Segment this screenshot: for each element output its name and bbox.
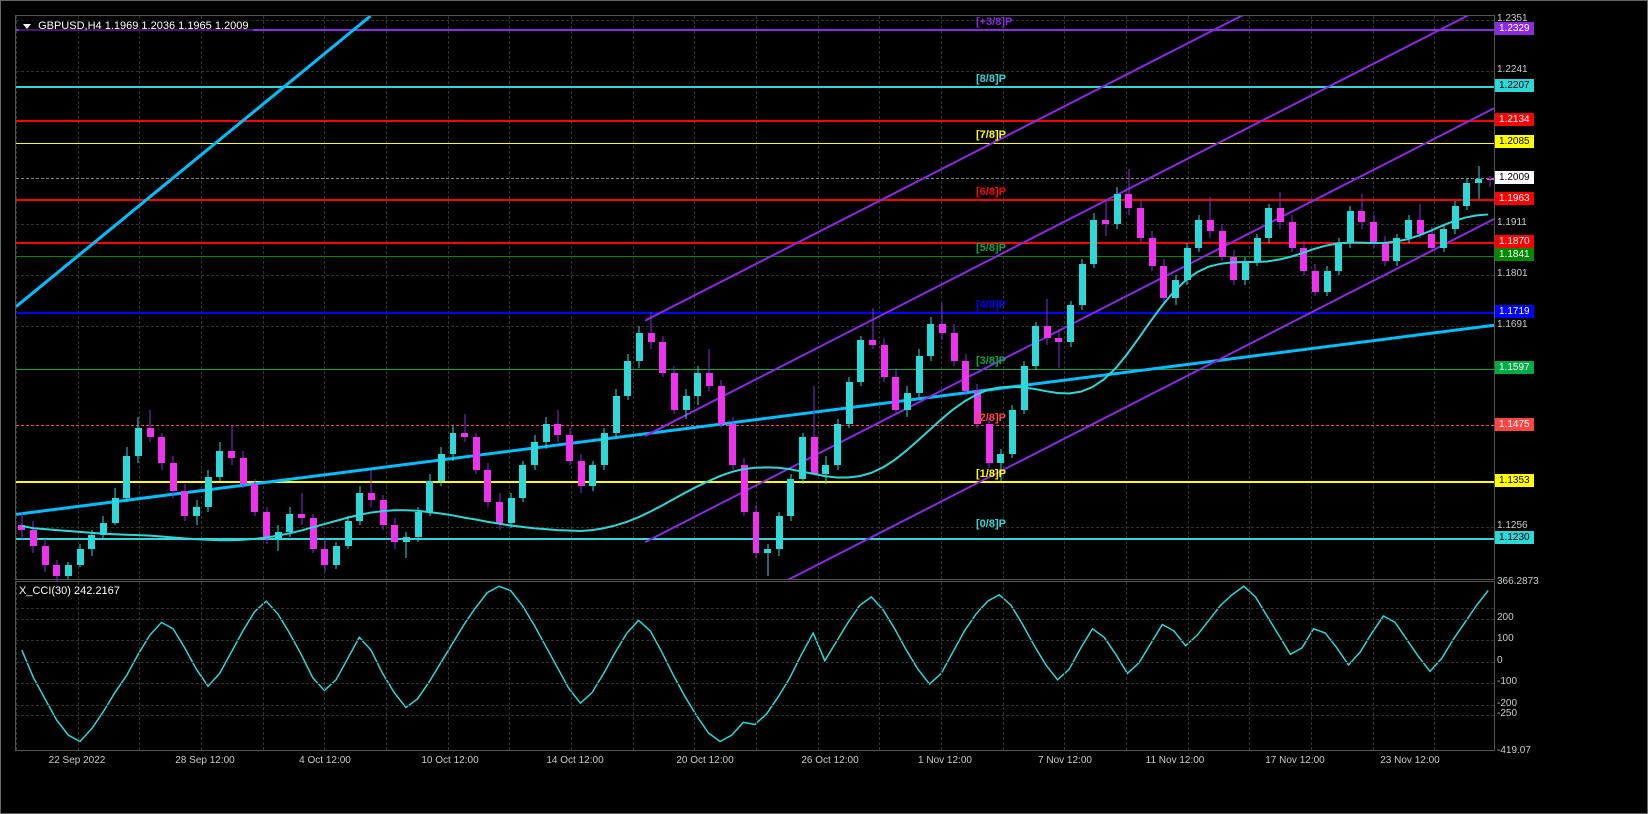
- price-tick: 1.1911: [1497, 217, 1527, 228]
- time-tick: 28 Sep 12:00: [175, 755, 235, 766]
- time-tick: 11 Nov 12:00: [1146, 755, 1205, 766]
- price-tick: 1.1256: [1497, 520, 1528, 531]
- indicator-value: 242.2167: [74, 585, 120, 597]
- time-tick: 17 Nov 12:00: [1265, 755, 1325, 766]
- time-axis: 22 Sep 2022 28 Sep 12:00 4 Oct 12:00 10 Oct…: [15, 751, 1495, 791]
- murrey-label: [2/8]P: [976, 412, 1006, 424]
- murrey-label: [7/8]P: [976, 129, 1006, 141]
- cci-tick: 366.2873: [1497, 576, 1539, 587]
- time-tick: 26 Oct 12:00: [801, 755, 858, 766]
- price-level-box: 1.1870: [1495, 235, 1534, 248]
- murrey-label: [+3/8]P: [976, 16, 1012, 28]
- murrey-label: [3/8]P: [976, 355, 1006, 367]
- chart-header[interactable]: GBPUSD,H4 1.1969 1.2036 1.1965 1.2009: [19, 19, 253, 33]
- ohlc-l: 1.1965: [178, 20, 212, 32]
- price-level-box: 1.1597: [1495, 361, 1534, 374]
- price-level-box: 1.1475: [1495, 418, 1534, 431]
- murrey-label: [4/8]P: [976, 299, 1006, 311]
- price-level-box: 1.1841: [1495, 248, 1534, 261]
- murrey-label: [1/8]P: [976, 468, 1006, 480]
- ohlc-h: 1.2036: [141, 20, 175, 32]
- indicator-name: X_CCI(30): [19, 585, 71, 597]
- cci-chart[interactable]: [15, 581, 1495, 751]
- murrey-label: [8/8]P: [976, 73, 1006, 85]
- price-tick: 1.1691: [1497, 319, 1528, 330]
- cci-tick: -419.07: [1497, 745, 1531, 756]
- dropdown-icon[interactable]: [23, 24, 31, 29]
- time-tick: 23 Nov 12:00: [1380, 755, 1440, 766]
- cci-tick: 0: [1497, 655, 1503, 666]
- price-level-box: 1.1230: [1495, 531, 1534, 544]
- cci-tick: 200: [1497, 612, 1514, 623]
- price-tick: 1.1801: [1497, 268, 1528, 279]
- cci-tick: -200: [1497, 698, 1517, 709]
- time-tick: 4 Oct 12:00: [299, 755, 351, 766]
- murrey-label: [5/8]P: [976, 242, 1006, 254]
- time-tick: 20 Oct 12:00: [676, 755, 733, 766]
- price-level-box: 1.1719: [1495, 305, 1534, 318]
- cci-tick: -100: [1497, 676, 1517, 687]
- time-tick: 22 Sep 2022: [49, 755, 106, 766]
- chart-window[interactable]: GBPUSD,H4 1.1969 1.2036 1.1965 1.2009 [+…: [0, 0, 1648, 814]
- symbol: GBPUSD,H4: [38, 20, 102, 32]
- price-level-box: 1.2085: [1495, 135, 1534, 148]
- price-axis: 1.23511.22411.19111.18011.16911.12561.23…: [1495, 15, 1565, 580]
- price-level-box: 1.1353: [1495, 474, 1534, 487]
- price-level-box: 1.2207: [1495, 79, 1534, 92]
- cci-tick: 100: [1497, 633, 1514, 644]
- time-tick: 1 Nov 12:00: [918, 755, 972, 766]
- price-level-box: 1.2009: [1495, 171, 1534, 184]
- time-tick: 7 Nov 12:00: [1038, 755, 1092, 766]
- time-tick: 14 Oct 12:00: [546, 755, 603, 766]
- murrey-label: [6/8]P: [976, 186, 1006, 198]
- price-level-box: 1.1963: [1495, 192, 1534, 205]
- ohlc-o: 1.1969: [105, 20, 139, 32]
- price-tick: 1.2241: [1497, 64, 1528, 75]
- murrey-label: [0/8]P: [976, 518, 1006, 530]
- ohlc-c: 1.2009: [215, 20, 249, 32]
- price-level-box: 1.2329: [1495, 22, 1534, 35]
- price-chart[interactable]: [+3/8]P [8/8]P [7/8]P [6/8]P [5/8]P [4/8]P [3/…: [15, 15, 1495, 580]
- indicator-header[interactable]: X_CCI(30) 242.2167: [19, 585, 120, 597]
- price-level-box: 1.2134: [1495, 113, 1534, 126]
- time-tick: 10 Oct 12:00: [421, 755, 478, 766]
- candles-layer: [16, 16, 1494, 579]
- cci-axis: 366.28732001000-100-200-250-419.07: [1495, 581, 1565, 751]
- cci-tick: -250: [1497, 708, 1517, 719]
